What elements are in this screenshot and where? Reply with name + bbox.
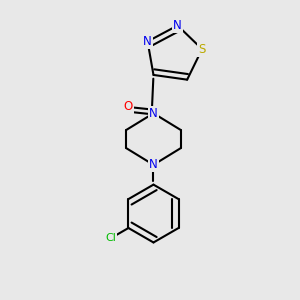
Text: N: N	[149, 107, 158, 120]
Text: N: N	[143, 35, 152, 48]
Text: N: N	[173, 19, 182, 32]
Text: N: N	[149, 158, 158, 171]
Text: Cl: Cl	[105, 233, 116, 243]
Text: O: O	[124, 100, 133, 113]
Text: S: S	[198, 43, 206, 56]
